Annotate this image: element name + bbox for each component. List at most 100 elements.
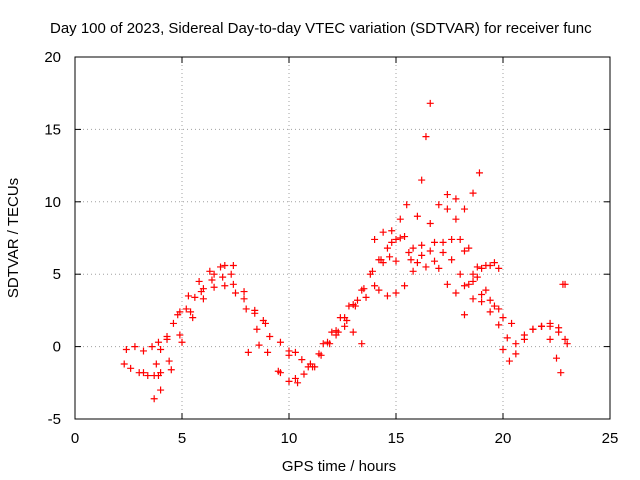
data-point <box>229 280 237 288</box>
data-point <box>255 341 263 349</box>
data-point <box>460 247 468 255</box>
series-arc-17 <box>418 169 483 249</box>
data-point <box>157 386 165 394</box>
data-point <box>349 301 357 309</box>
data-point <box>435 201 443 209</box>
data-point <box>443 280 451 288</box>
data-point <box>452 289 460 297</box>
data-point <box>353 296 361 304</box>
data-point <box>306 360 314 368</box>
data-point <box>561 280 569 288</box>
data-point <box>165 357 173 365</box>
data-point <box>486 308 494 316</box>
data-point <box>465 280 473 288</box>
x-tick-label: 10 <box>281 430 298 447</box>
data-point <box>371 235 379 243</box>
data-point <box>242 305 250 313</box>
data-point <box>148 343 156 351</box>
y-tick-label: 10 <box>44 194 61 211</box>
data-point <box>508 319 516 327</box>
data-point <box>448 256 456 264</box>
data-point <box>139 347 147 355</box>
data-point <box>553 354 560 362</box>
series-arc-16 <box>407 99 434 264</box>
data-point <box>443 191 451 199</box>
data-point <box>294 379 302 387</box>
data-point <box>362 293 370 301</box>
x-tick-label: 25 <box>602 430 619 447</box>
data-point <box>405 248 413 256</box>
data-point <box>520 335 528 343</box>
series-arc-22 <box>538 319 571 348</box>
data-point <box>503 334 511 342</box>
data-point <box>409 267 417 275</box>
data-point <box>505 357 513 365</box>
data-point <box>184 292 192 300</box>
series-arc-21 <box>499 322 565 377</box>
data-point <box>210 270 218 278</box>
data-point <box>176 308 184 316</box>
data-point <box>490 302 498 310</box>
data-point <box>392 289 400 297</box>
data-point <box>452 215 460 223</box>
data-point <box>555 324 563 332</box>
data-point <box>495 321 503 329</box>
data-point <box>221 282 229 290</box>
data-point <box>163 332 171 340</box>
series-arc-5 <box>154 273 267 380</box>
data-point <box>221 262 229 270</box>
data-point <box>392 235 400 243</box>
data-point <box>396 215 404 223</box>
data-point <box>285 351 293 359</box>
data-point <box>435 264 443 272</box>
data-point <box>407 256 415 264</box>
data-point <box>495 305 503 313</box>
data-point <box>409 244 417 252</box>
data-point <box>473 263 481 271</box>
data-point <box>490 259 498 267</box>
data-point <box>191 293 199 301</box>
data-point <box>150 395 158 403</box>
data-point <box>392 257 400 265</box>
x-tick-label: 5 <box>178 430 186 447</box>
data-point <box>456 270 464 278</box>
data-point <box>291 348 299 356</box>
data-point <box>227 270 235 278</box>
data-point <box>259 317 267 325</box>
data-point <box>120 360 128 368</box>
grid <box>75 57 610 419</box>
data-point <box>431 238 439 246</box>
data-point <box>495 264 503 272</box>
data-point <box>122 345 130 353</box>
data-point <box>386 253 394 261</box>
data-point <box>448 235 456 243</box>
data-point <box>529 325 537 333</box>
data-point <box>486 296 494 304</box>
data-point <box>208 276 216 284</box>
data-point <box>469 270 477 278</box>
data-point <box>266 332 274 340</box>
data-point <box>426 220 434 228</box>
data-point <box>379 228 387 236</box>
series-arc-9 <box>276 348 319 377</box>
data-point <box>139 369 147 377</box>
data-point <box>127 364 135 372</box>
data-point <box>401 233 409 241</box>
data-point <box>229 262 237 270</box>
data-point <box>371 282 379 290</box>
data-point <box>478 298 486 306</box>
series-arc-7 <box>182 262 237 313</box>
data-point <box>182 305 190 313</box>
data-point <box>499 345 507 353</box>
data-point <box>482 286 490 294</box>
y-tick-label: -5 <box>48 411 61 428</box>
data-point <box>341 322 349 330</box>
data-point <box>152 360 160 368</box>
data-point <box>375 286 383 294</box>
data-point <box>131 343 139 351</box>
series-arc-18 <box>431 235 516 327</box>
data-point <box>176 331 184 339</box>
data-point <box>358 286 366 294</box>
data-point <box>426 99 434 107</box>
data-point <box>251 309 259 317</box>
